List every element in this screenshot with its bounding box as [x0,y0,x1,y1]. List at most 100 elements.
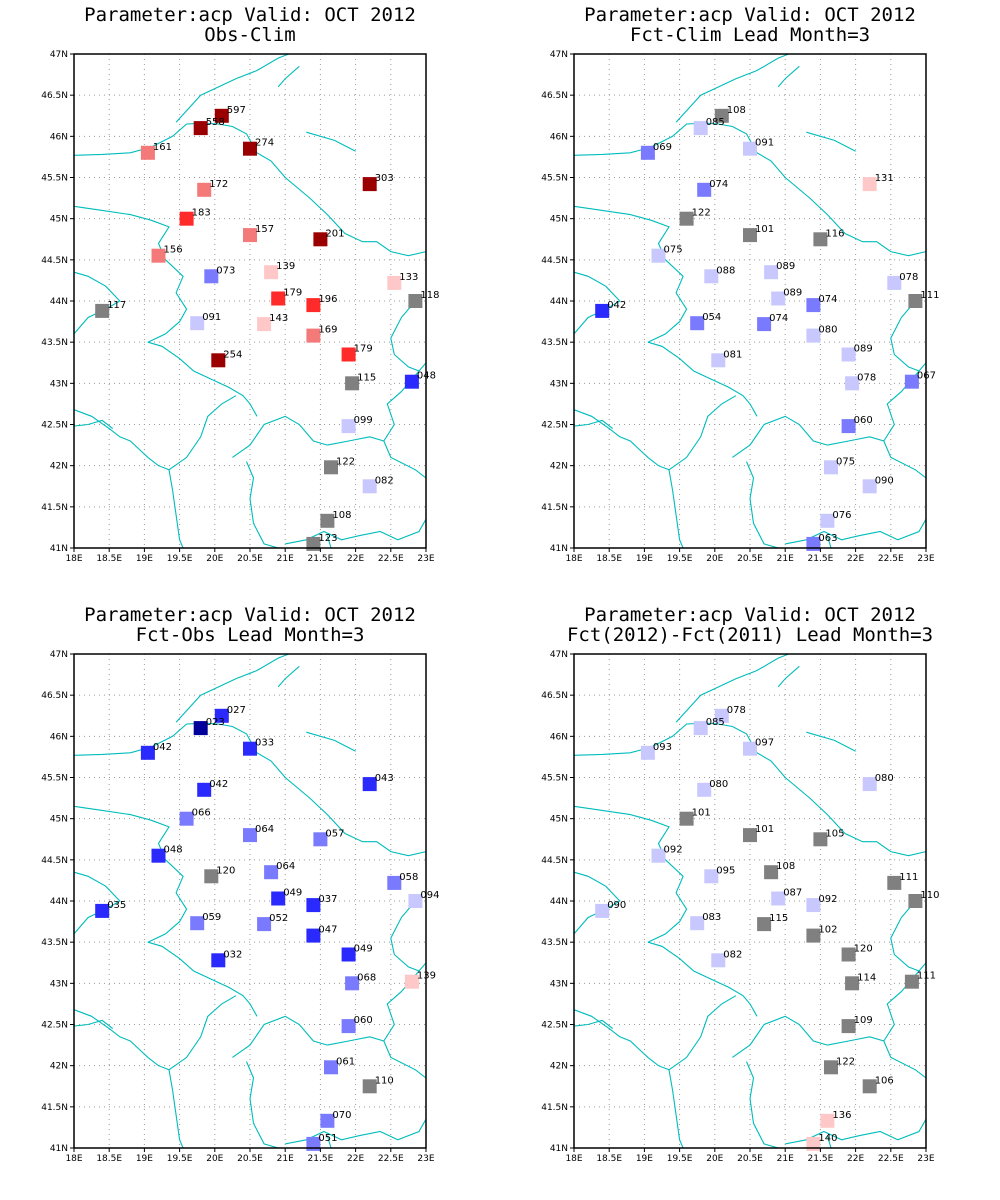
station-marker [771,891,786,906]
y-tick-label: 45.5N [541,174,568,184]
station-value-label: 120 [854,944,873,955]
country-borders [73,53,427,549]
station-value-label: 074 [769,313,788,324]
x-tick-label: 20E [706,554,723,564]
station-marker [95,303,110,318]
station-value-label: 075 [836,456,855,467]
x-tick-label: 18E [65,554,82,564]
station-value-label: 597 [227,105,246,116]
y-tick-label: 43.5N [541,938,568,948]
station-marker [820,513,835,528]
y-tick-label: 46N [550,132,568,142]
border-line [573,805,688,943]
x-tick-label: 19.5E [667,554,693,564]
y-tick-label: 44.5N [541,256,568,266]
border-line [306,131,356,152]
station-marker [887,275,902,290]
panel-subtitle: Fct-Obs Lead Month=3 [136,624,365,646]
station-value-label: 143 [269,313,288,324]
station-marker [806,898,821,913]
station-value-label: 059 [202,912,221,923]
border-line [232,1015,328,1058]
station-value-label: 111 [899,872,918,883]
y-tick-label: 46.5N [41,91,68,101]
border-line [732,415,828,458]
station-marker [243,828,257,843]
station-marker [640,145,655,160]
station-value-label: 069 [653,142,672,153]
station-marker [806,298,821,313]
station-value-label: 078 [899,272,918,283]
station-marker [204,269,219,284]
x-tick-label: 22E [347,1154,364,1164]
station-value-label: 060 [354,1015,373,1026]
y-tick-label: 41N [550,1144,568,1154]
station-value-label: 133 [399,272,418,283]
station-marker [690,316,705,331]
station-value-label: 089 [776,261,795,272]
border-line [573,871,621,935]
station-marker [679,811,694,826]
x-tick-label: 20E [706,1154,723,1164]
station-value-label: 118 [420,290,439,301]
station-value-label: 089 [854,344,873,355]
border-line [326,1135,332,1149]
station-value-label: 156 [164,245,183,256]
y-tick-label: 45N [550,815,568,825]
x-tick-label: 18E [65,1154,82,1164]
border-line [306,731,356,752]
station-value-label: 074 [818,294,837,305]
station-marker [140,745,155,760]
station-marker [211,353,226,368]
station-marker [345,376,360,391]
x-tick-label: 22.5E [378,1154,404,1164]
station-marker [140,145,155,160]
panel-title: Parameter:acp Valid: OCT 2012 [584,604,916,626]
station-marker [324,460,338,475]
x-tick-label: 18.5E [596,1154,622,1164]
y-tick-label: 44.5N [41,256,68,266]
border-line [573,1019,614,1030]
station-value-label: 122 [336,456,355,467]
station-marker [693,121,708,136]
station-value-label: 106 [875,1075,894,1086]
station-marker [151,248,166,263]
axis-ticks: 18E 18.5E 19E 19.5E 20E 20.5E 21E 21.5E 22E 22.5E… [41,50,435,564]
station-value-label: 082 [375,475,394,486]
station-marker [714,108,729,123]
station-marker [193,121,208,136]
station-value-label: 097 [755,738,774,749]
x-tick-label: 22.5E [878,554,904,564]
y-tick-label: 41N [550,544,568,554]
station-marker [711,353,726,368]
station-value-label: 108 [776,861,795,872]
station-marker [813,232,828,247]
station-marker [904,974,919,989]
x-tick-label: 23E [417,1154,434,1164]
station-marker [679,211,694,226]
border-line [732,1015,828,1058]
station-marker [651,248,666,263]
x-tick-label: 19E [636,1154,653,1164]
station-value-label: 169 [318,325,337,336]
border-line [277,65,300,88]
station-value-label: 122 [692,208,711,219]
station-marker [824,1060,838,1075]
station-value-label: 115 [357,372,376,383]
border-line [245,1061,279,1149]
y-tick-label: 44.5N [41,856,68,866]
y-tick-label: 44N [550,897,568,907]
station-value-label: 183 [192,208,211,219]
panel-title: Parameter:acp Valid: OCT 2012 [84,4,416,26]
station-marker [257,317,272,332]
station-marker [697,182,712,197]
border-line [285,518,427,545]
station-value-label: 139 [276,261,295,272]
station-marker [743,741,757,756]
border-line [73,871,121,935]
border-line [73,271,121,335]
x-tick-label: 22E [847,554,864,564]
station-marker [204,869,219,884]
y-tick-label: 46N [50,732,68,742]
